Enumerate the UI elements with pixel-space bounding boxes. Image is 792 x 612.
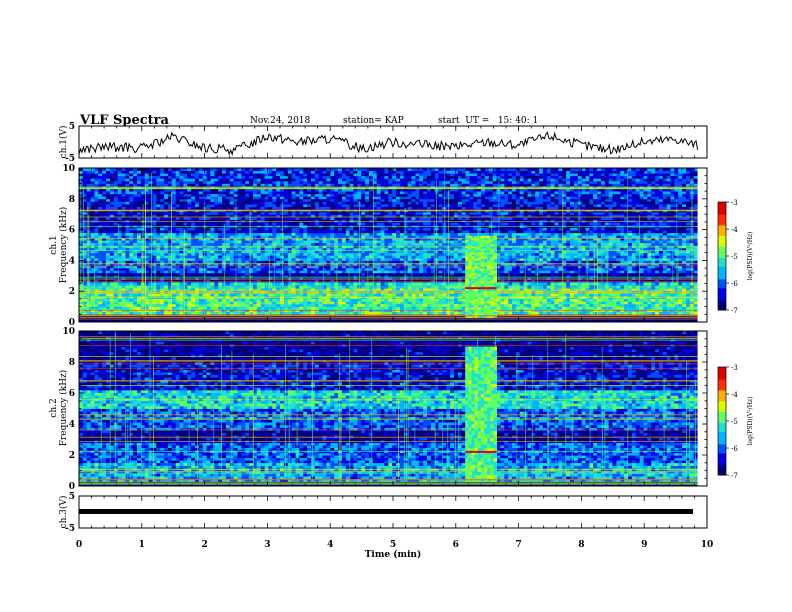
ch1-frequency-label: ch.1Frequency (kHz) [49,207,69,284]
y-tick-label: 2 [69,451,75,461]
y-tick-label: 2 [69,287,75,297]
x-tick-label: 1 [139,540,145,550]
ch2-colorbar: -3 -4 -5 -6 -7 log(PSD)(V²/Hz) [717,364,754,480]
colorbar-tick-label: -5 [731,418,738,426]
ch1-waveform [78,131,699,157]
colorbar-label: log(PSD)(V²/Hz) [747,232,754,281]
y-tick-label: 0 [69,318,75,328]
date-label: Nov.24, 2018 [250,116,310,126]
colorbar-tick-label: -7 [731,472,738,480]
y-tick-label: 10 [62,327,75,337]
y-tick-label: 4 [69,256,75,266]
colorbar-tick-label: -6 [731,445,738,453]
ch3-waveform [79,509,693,514]
y-tick-label: 5 [69,492,75,502]
ch1-colorbar: -3 -4 -5 -6 -7 log(PSD)(V²/Hz) [717,199,754,315]
x-tick-label: 7 [515,540,521,550]
station-label: station= KAP [343,116,404,126]
ch2-spectrogram [79,331,707,486]
ch2-frequency-label: ch.2Frequency (kHz) [49,370,69,447]
x-tick-label: 4 [327,540,333,550]
colorbar-tick-label: -6 [731,280,738,288]
x-tick-label: 3 [264,540,270,550]
colorbar-tick-label: -7 [731,307,738,315]
x-tick-label: 0 [76,540,82,550]
y-tick-label: -5 [65,524,75,534]
y-tick-label: 6 [69,389,75,399]
ch1-voltage-label: ch.1(V) [58,126,69,159]
colorbar-tick-label: -4 [731,226,738,234]
x-tick-label: 8 [578,540,584,550]
x-tick-label: 2 [201,540,207,550]
colorbar-label: log(PSD)(V²/Hz) [747,397,754,446]
y-tick-label: 8 [69,358,75,368]
colorbar-tick-label: -3 [731,364,738,372]
ch3-voltage-label: ch.3(V) [58,496,69,529]
y-tick-label: -5 [65,154,75,164]
y-tick-label: 10 [62,164,75,174]
y-tick-label: 4 [69,420,75,430]
y-tick-label: 0 [69,482,75,492]
x-tick-label: 6 [453,540,459,550]
y-tick-label: 5 [69,122,75,132]
x-axis-label: Time (min) [365,549,422,560]
y-tick-label: 6 [69,226,75,236]
colorbar-tick-label: -5 [731,253,738,261]
colorbar-tick-label: -3 [731,199,738,207]
chart-title: VLF Spectra [80,113,169,128]
x-tick-label: 10 [701,540,714,550]
ch1-spectrogram [79,168,707,322]
start-time-label: start UT = 15: 40: 1 [438,116,538,126]
x-tick-label: 5 [390,540,396,550]
colorbar-tick-label: -4 [731,391,738,399]
y-tick-label: 8 [69,195,75,205]
x-tick-label: 9 [641,540,647,550]
